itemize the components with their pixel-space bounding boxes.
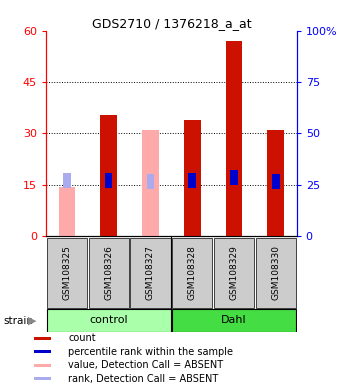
Bar [33, 377, 51, 380]
Bar [230, 170, 238, 185]
FancyBboxPatch shape [47, 309, 170, 332]
Bar [63, 173, 71, 188]
FancyBboxPatch shape [214, 238, 254, 308]
FancyBboxPatch shape [47, 238, 87, 308]
Bar [59, 187, 75, 236]
Text: strain: strain [3, 316, 33, 326]
Text: count: count [68, 333, 96, 343]
Bar [267, 130, 284, 236]
FancyBboxPatch shape [172, 238, 212, 308]
FancyBboxPatch shape [256, 238, 296, 308]
Text: GSM108330: GSM108330 [271, 245, 280, 300]
Text: control: control [89, 315, 128, 325]
Text: GSM108327: GSM108327 [146, 245, 155, 300]
Bar [105, 173, 113, 188]
Text: percentile rank within the sample: percentile rank within the sample [68, 347, 233, 357]
Bar [272, 174, 280, 189]
Bar [184, 120, 201, 236]
Bar [100, 114, 117, 236]
Text: GSM108329: GSM108329 [229, 245, 238, 300]
Bar [189, 173, 196, 188]
Bar [142, 130, 159, 236]
Text: ▶: ▶ [28, 316, 36, 326]
Text: GSM108325: GSM108325 [62, 245, 71, 300]
Text: value, Detection Call = ABSENT: value, Detection Call = ABSENT [68, 360, 223, 370]
FancyBboxPatch shape [172, 309, 296, 332]
Text: rank, Detection Call = ABSENT: rank, Detection Call = ABSENT [68, 374, 218, 384]
Bar [33, 337, 51, 340]
FancyBboxPatch shape [89, 238, 129, 308]
Bar [226, 41, 242, 236]
Bar [147, 174, 154, 189]
Text: Dahl: Dahl [221, 315, 247, 325]
Text: GSM108326: GSM108326 [104, 245, 113, 300]
Bar [33, 364, 51, 367]
Title: GDS2710 / 1376218_a_at: GDS2710 / 1376218_a_at [91, 17, 251, 30]
Text: GSM108328: GSM108328 [188, 245, 197, 300]
FancyBboxPatch shape [130, 238, 170, 308]
Bar [33, 351, 51, 353]
